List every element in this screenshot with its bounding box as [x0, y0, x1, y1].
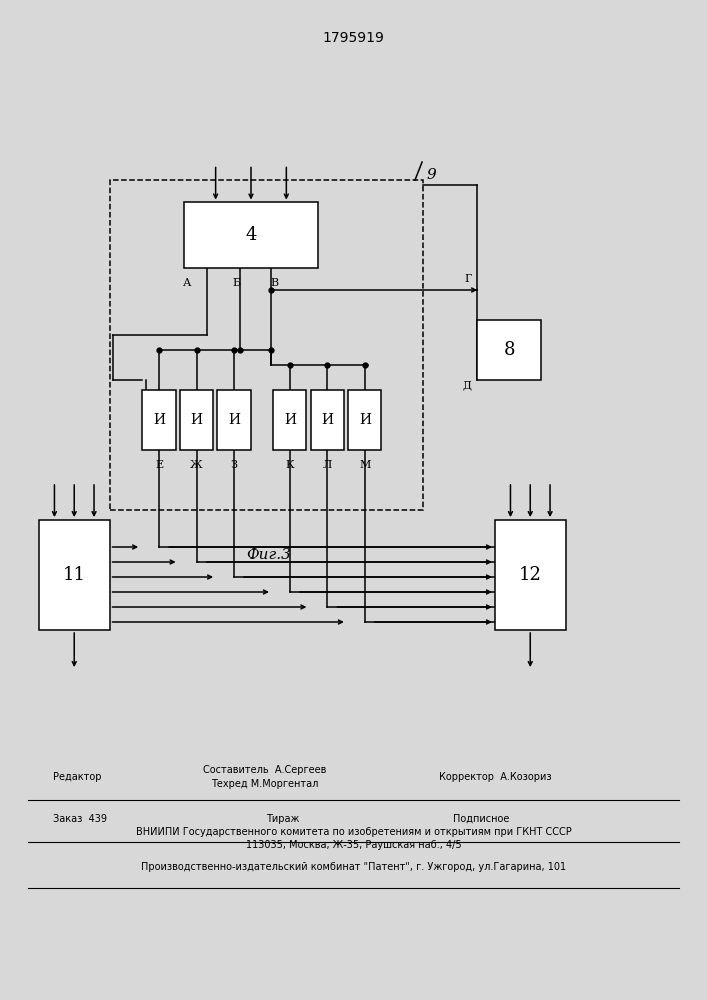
Text: И: И: [153, 413, 165, 427]
Text: Фиг.3: Фиг.3: [246, 548, 291, 562]
Text: 1795919: 1795919: [322, 31, 385, 45]
Text: Тираж: Тираж: [266, 814, 300, 824]
Text: 9: 9: [426, 168, 436, 182]
Text: Редактор: Редактор: [53, 772, 102, 782]
Text: Техред М.Моргентал: Техред М.Моргентал: [211, 779, 319, 789]
Bar: [110, 180, 423, 510]
Bar: [180, 390, 213, 450]
Text: Д: Д: [462, 380, 472, 390]
Text: 12: 12: [519, 566, 542, 584]
Text: Производственно-издательский комбинат "Патент", г. Ужгород, ул.Гагарина, 101: Производственно-издательский комбинат "П…: [141, 862, 566, 872]
Text: И: И: [322, 413, 333, 427]
Bar: [348, 390, 381, 450]
Text: И: И: [284, 413, 296, 427]
Bar: [143, 390, 175, 450]
Text: Составитель  А.Сергеев: Составитель А.Сергеев: [204, 765, 327, 775]
Text: Г: Г: [464, 274, 472, 284]
Text: Л: Л: [322, 460, 332, 470]
Text: Ж: Ж: [190, 460, 203, 470]
Bar: [495, 520, 566, 630]
Bar: [273, 390, 306, 450]
Text: Корректор  А.Козориз: Корректор А.Козориз: [438, 772, 551, 782]
Bar: [310, 390, 344, 450]
Text: М: М: [359, 460, 370, 470]
Text: ВНИИПИ Государственного комитета по изобретениям и открытиям при ГКНТ СССР: ВНИИПИ Государственного комитета по изоб…: [136, 827, 571, 837]
Bar: [184, 202, 318, 267]
Text: 8: 8: [503, 341, 515, 359]
Text: И: И: [228, 413, 240, 427]
Text: Заказ  439: Заказ 439: [53, 814, 107, 824]
Text: Подписное: Подписное: [452, 814, 509, 824]
Bar: [39, 520, 110, 630]
Text: Б: Б: [233, 277, 241, 288]
Text: И: И: [359, 413, 370, 427]
Bar: [477, 320, 541, 380]
Text: А: А: [183, 277, 192, 288]
Text: 113035, Москва, Ж-35, Раушская наб., 4/5: 113035, Москва, Ж-35, Раушская наб., 4/5: [246, 840, 461, 850]
Text: Е: Е: [155, 460, 163, 470]
Text: 4: 4: [245, 226, 257, 244]
Bar: [218, 390, 250, 450]
Text: В: В: [270, 277, 279, 288]
Text: К: К: [286, 460, 294, 470]
Text: З: З: [230, 460, 238, 470]
Text: И: И: [191, 413, 202, 427]
Text: 11: 11: [63, 566, 86, 584]
